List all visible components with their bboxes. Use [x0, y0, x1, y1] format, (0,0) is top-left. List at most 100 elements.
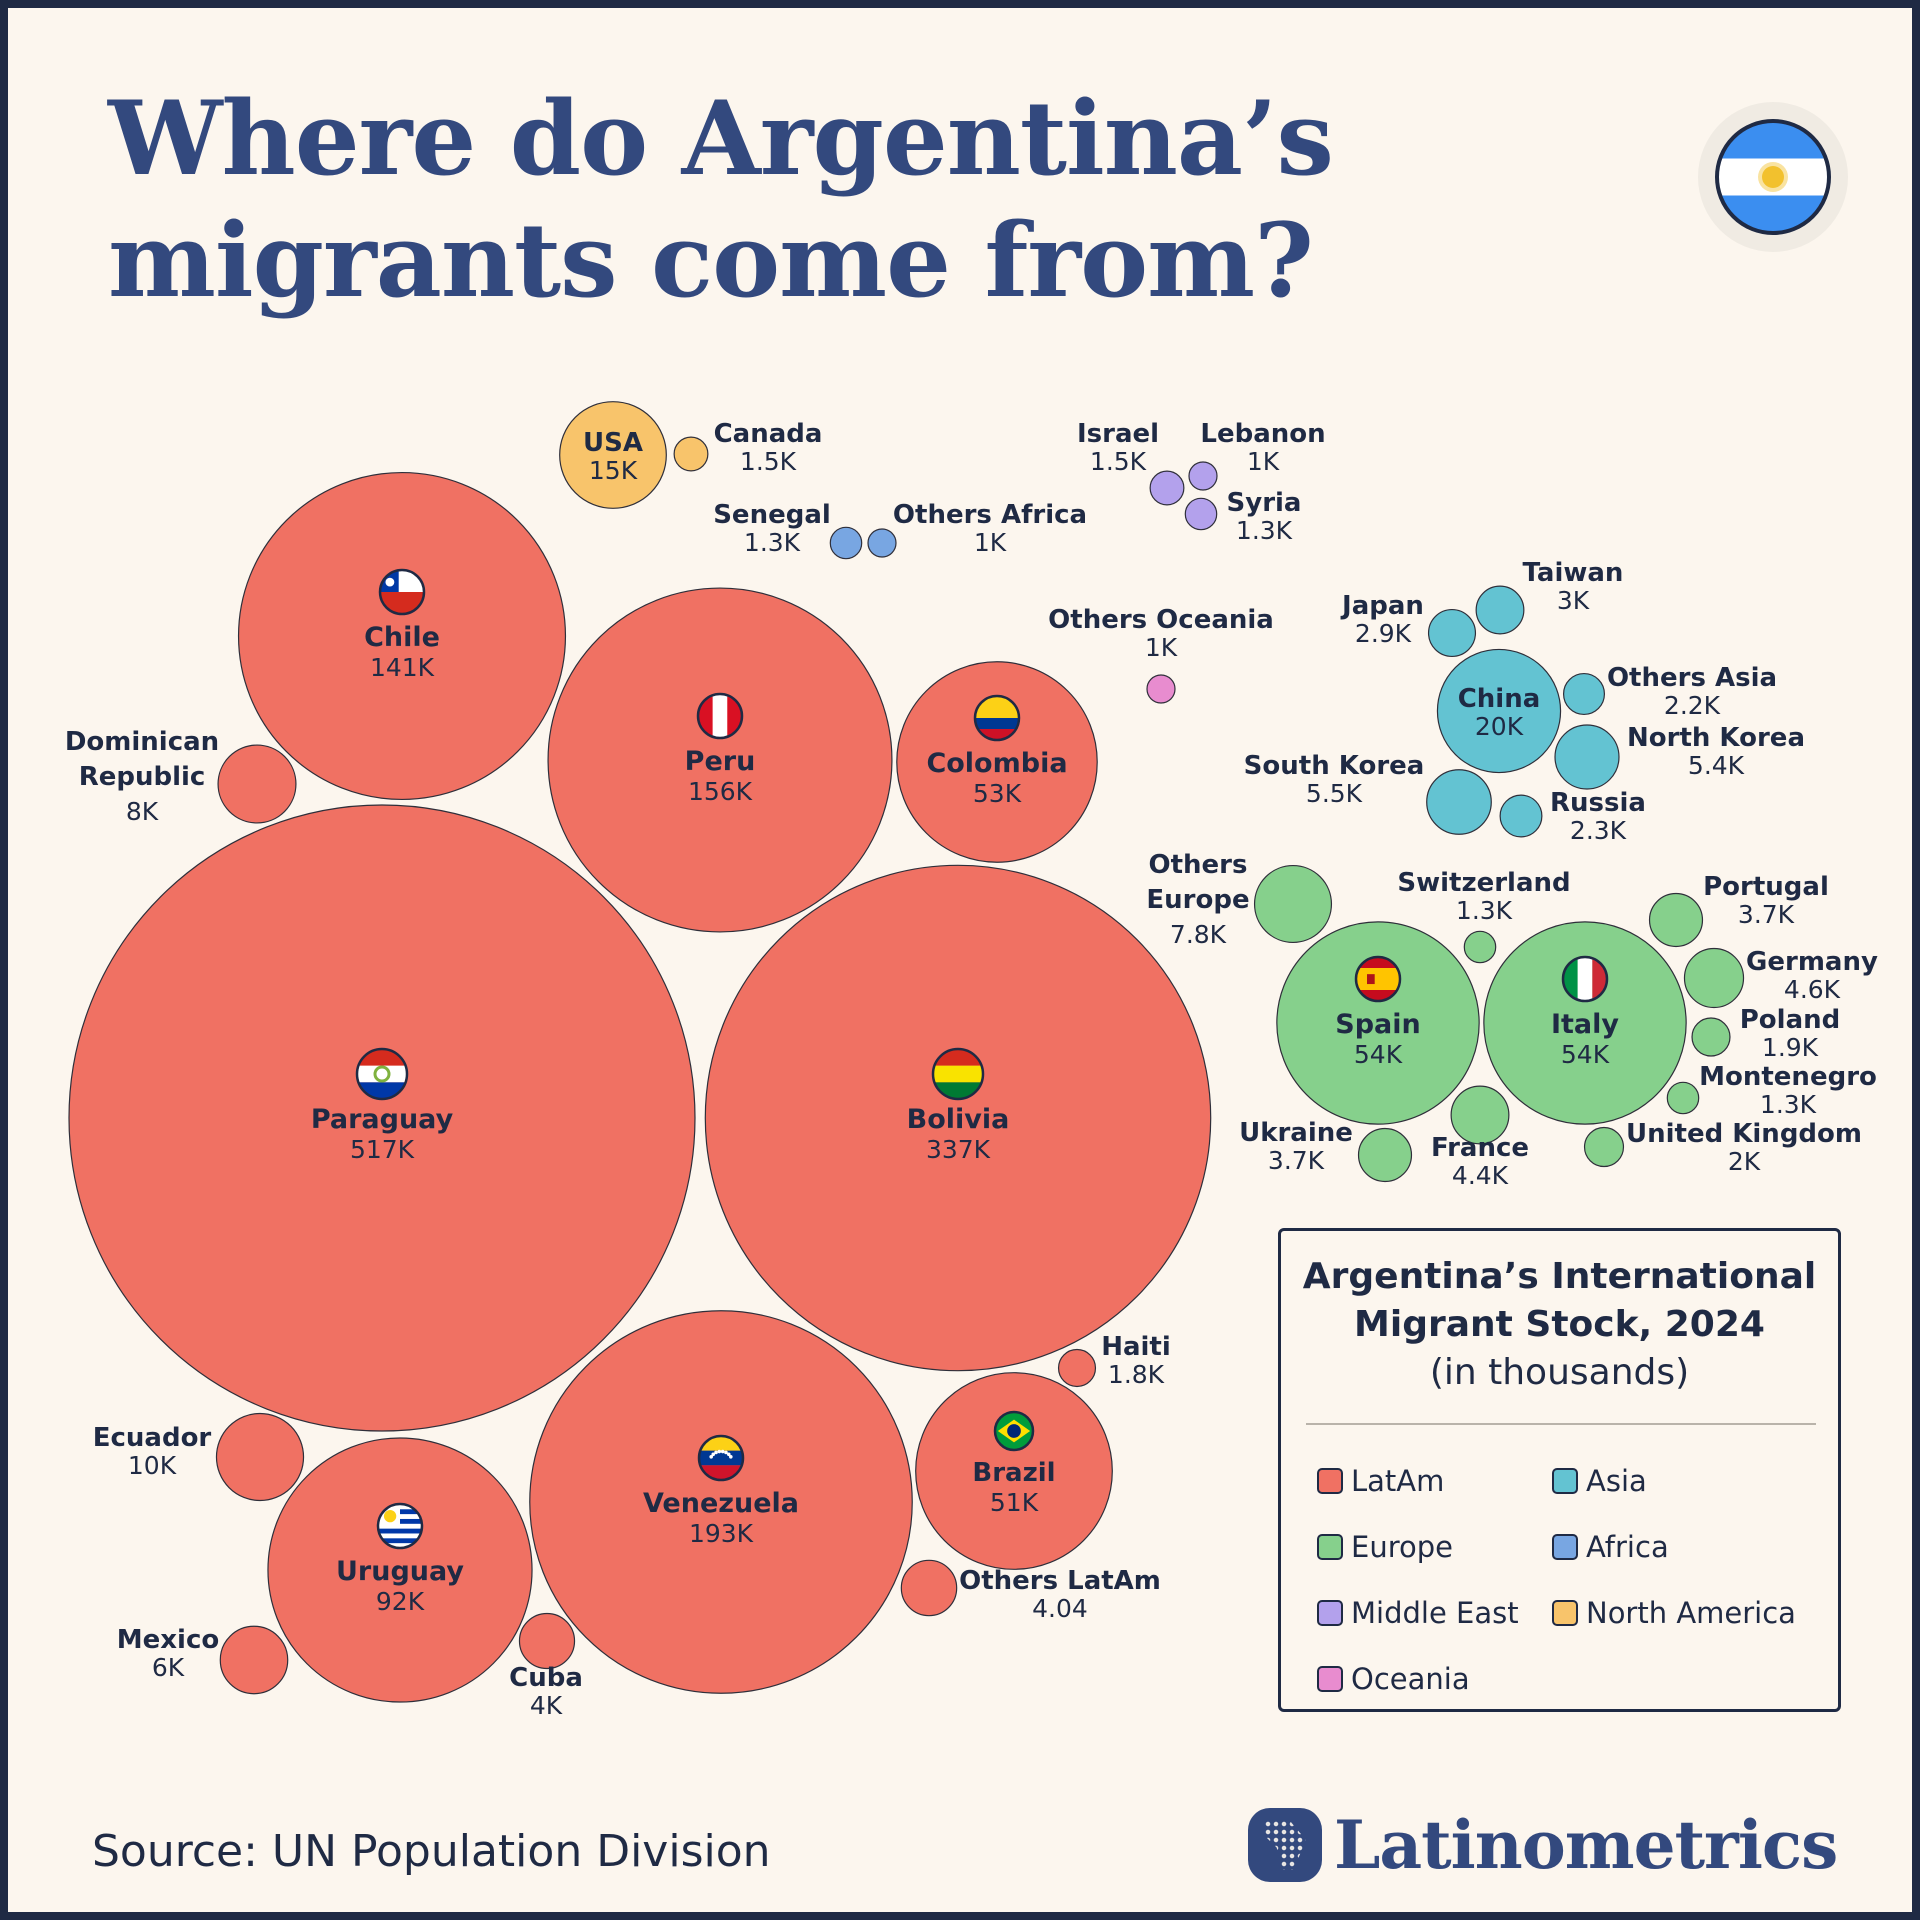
title-line-2: migrants come from? [108, 201, 1314, 321]
bubble-israel [1149, 470, 1185, 506]
bubble-venezuela [529, 1310, 913, 1694]
legend-label: LatAm [1351, 1464, 1445, 1498]
bubble-north-korea [1554, 724, 1620, 790]
legend-title-line-2: Migrant Stock, 2024 [1354, 1304, 1765, 1345]
bubble-spain [1276, 921, 1480, 1125]
label-france: France 4.4K [1431, 1133, 1529, 1190]
brazil-flag-icon [993, 1410, 1035, 1452]
legend-item-asia: Asia [1552, 1461, 1647, 1501]
label-syria: Syria 1.3K [1227, 488, 1302, 545]
label-cuba: Cuba 4K [509, 1663, 583, 1720]
bubble-canada [673, 436, 709, 472]
legend-item-europe: Europe [1317, 1527, 1453, 1567]
bubble-china [1436, 648, 1562, 774]
label-canada: Canada 1.5K [714, 419, 823, 476]
bubble-montenegro [1666, 1081, 1700, 1115]
bubble-brazil [915, 1372, 1113, 1570]
label-spain: Spain 54K [1335, 1009, 1420, 1069]
label-israel: Israel 1.5K [1077, 419, 1159, 476]
bubble-germany [1683, 947, 1745, 1009]
label-mexico: Mexico 6K [117, 1625, 219, 1682]
bubble-cuba [518, 1612, 576, 1670]
venezuela-flag-icon [697, 1434, 745, 1482]
source-note: Source: UN Population Division [92, 1826, 771, 1877]
bubble-chile [237, 471, 567, 801]
label-others-europe: Others Europe 7.8K [1146, 850, 1249, 949]
bubble-others-asia [1562, 672, 1606, 716]
bubble-portugal [1648, 892, 1704, 948]
legend-label: North America [1586, 1596, 1796, 1630]
label-senegal: Senegal 1.3K [713, 500, 831, 557]
legend-label: Asia [1586, 1464, 1647, 1498]
label-north-korea: North Korea 5.4K [1627, 723, 1805, 780]
brand-name: Latinometrics [1334, 1806, 1838, 1884]
label-venezuela: Venezuela 193K [643, 1488, 799, 1548]
legend-swatch [1317, 1468, 1343, 1494]
label-italy: Italy 54K [1551, 1009, 1619, 1069]
italy-flag-icon [1561, 955, 1609, 1003]
legend-swatch [1317, 1534, 1343, 1560]
bubble-peru [547, 587, 893, 933]
label-uruguay: Uruguay 92K [336, 1556, 464, 1616]
uruguay-flag-icon [376, 1502, 424, 1550]
legend-title-line-1: Argentina’s International [1302, 1256, 1817, 1297]
label-bolivia: Bolivia 337K [907, 1104, 1010, 1164]
infographic-frame: Where do Argentina’s migrants come from?… [8, 8, 1912, 1912]
legend-divider [1306, 1423, 1816, 1425]
legend-swatch [1552, 1600, 1578, 1626]
label-brazil: Brazil 51K [972, 1458, 1055, 1517]
bubble-ukraine [1357, 1127, 1413, 1183]
legend-item-north-america: North America [1552, 1593, 1796, 1633]
legend-label: Middle East [1351, 1596, 1519, 1630]
label-others-africa: Others Africa 1K [893, 500, 1087, 557]
bubble-senegal [829, 526, 863, 560]
bubble-dominican-republic [217, 744, 297, 824]
bubble-uruguay [267, 1437, 533, 1703]
label-dominican-republic: Dominican Republic 8K [65, 727, 219, 826]
label-paraguay: Paraguay 517K [311, 1104, 454, 1164]
label-ecuador: Ecuador 10K [93, 1423, 212, 1480]
legend-label: Europe [1351, 1530, 1453, 1564]
chile-flag-icon [378, 568, 426, 616]
colombia-flag-icon [973, 694, 1021, 742]
bubble-bolivia [704, 864, 1212, 1372]
label-switzerland: Switzerland 1.3K [1397, 868, 1570, 925]
bubble-italy [1483, 921, 1687, 1125]
label-united-kingdom: United Kingdom 2K [1626, 1119, 1862, 1176]
label-montenegro: Montenegro 1.3K [1699, 1062, 1877, 1119]
legend-item-latam: LatAm [1317, 1461, 1444, 1501]
bubble-chart: Paraguay 517K Bolivia 337K Venezuela 193K Peru… [65, 401, 1878, 1720]
bubble-others-africa [867, 528, 897, 558]
bubble-united-kingdom [1583, 1126, 1625, 1168]
sun-icon [1762, 166, 1784, 188]
legend-item-africa: Africa [1552, 1527, 1669, 1567]
bubble-switzerland [1463, 930, 1497, 964]
label-others-latam: Others LatAm 4.04 [959, 1566, 1161, 1623]
bubble-others-oceania [1146, 674, 1176, 704]
label-usa: USA 15K [583, 428, 643, 485]
legend-item-middle-east: Middle East [1317, 1593, 1519, 1633]
legend-swatch [1317, 1600, 1343, 1626]
bubble-lebanon [1188, 461, 1218, 491]
bubble-ecuador [215, 1412, 305, 1502]
page-title: Where do Argentina’s migrants come from? [108, 78, 1334, 322]
legend-swatch [1552, 1468, 1578, 1494]
spain-flag-icon [1354, 955, 1402, 1003]
title-line-1: Where do Argentina’s [108, 79, 1334, 199]
bubble-others-latam [900, 1559, 958, 1617]
brand-logo: Latinometrics [1248, 1800, 1838, 1890]
label-colombia: Colombia 53K [926, 748, 1067, 808]
peru-flag-icon [696, 692, 744, 740]
bubble-russia [1499, 794, 1543, 838]
bubble-colombia [896, 661, 1098, 863]
label-others-asia: Others Asia 2.2K [1607, 663, 1777, 720]
legend-swatch [1552, 1534, 1578, 1560]
bubble-syria [1184, 497, 1218, 531]
bubble-mexico [219, 1625, 289, 1695]
paraguay-flag-icon [355, 1047, 409, 1101]
legend-title: Argentina’s International Migrant Stock,… [1281, 1253, 1838, 1349]
bubble-poland [1691, 1017, 1731, 1057]
label-ukraine: Ukraine 3.7K [1239, 1118, 1353, 1175]
legend-item-oceania: Oceania [1317, 1659, 1470, 1699]
label-chile: Chile 141K [364, 622, 440, 682]
